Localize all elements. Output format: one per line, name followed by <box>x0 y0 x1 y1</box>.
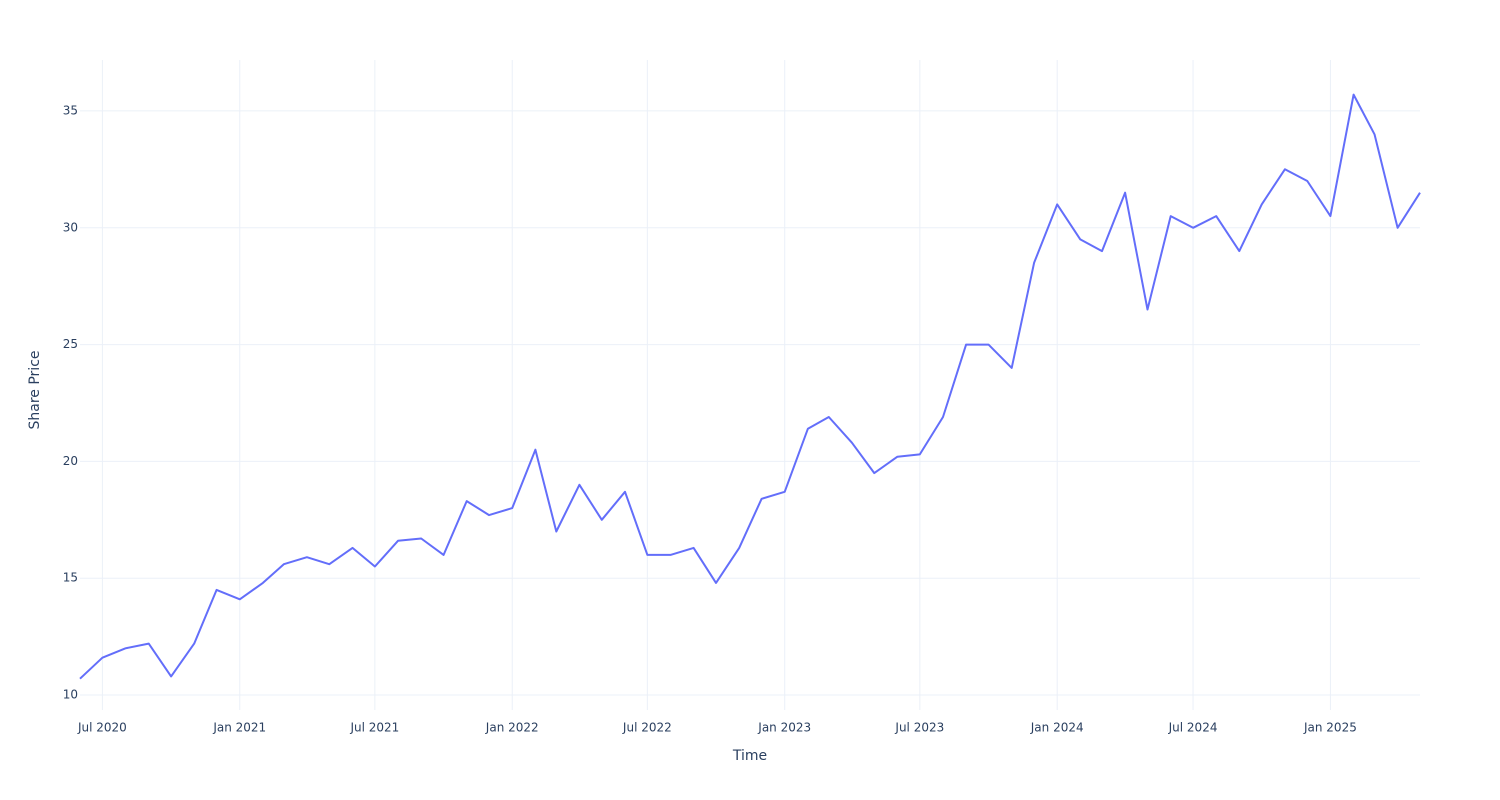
y-tick-label: 35 <box>63 103 78 117</box>
y-tick-label: 20 <box>63 454 78 468</box>
x-tick-label: Jul 2021 <box>349 721 399 735</box>
x-tick-label: Jul 2022 <box>622 721 672 735</box>
x-axis-title: Time <box>732 748 767 764</box>
y-axis-title: Share Price <box>27 350 43 429</box>
line-series <box>79 93 1421 680</box>
y-tick-label: 25 <box>63 337 78 351</box>
x-tick-label: Jan 2021 <box>212 721 266 735</box>
y-tick-label: 10 <box>63 688 78 702</box>
y-tick-label: 30 <box>63 220 78 234</box>
x-tick-label: Jan 2023 <box>757 721 811 735</box>
x-tick-label: Jan 2025 <box>1303 721 1357 735</box>
x-tick-label: Jan 2022 <box>485 721 539 735</box>
x-tick-label: Jul 2024 <box>1168 721 1218 735</box>
x-tick-label: Jul 2023 <box>894 721 944 735</box>
x-tick-label: Jan 2024 <box>1030 721 1084 735</box>
x-tick-label: Jul 2020 <box>77 721 127 735</box>
y-tick-label: 15 <box>63 571 78 585</box>
